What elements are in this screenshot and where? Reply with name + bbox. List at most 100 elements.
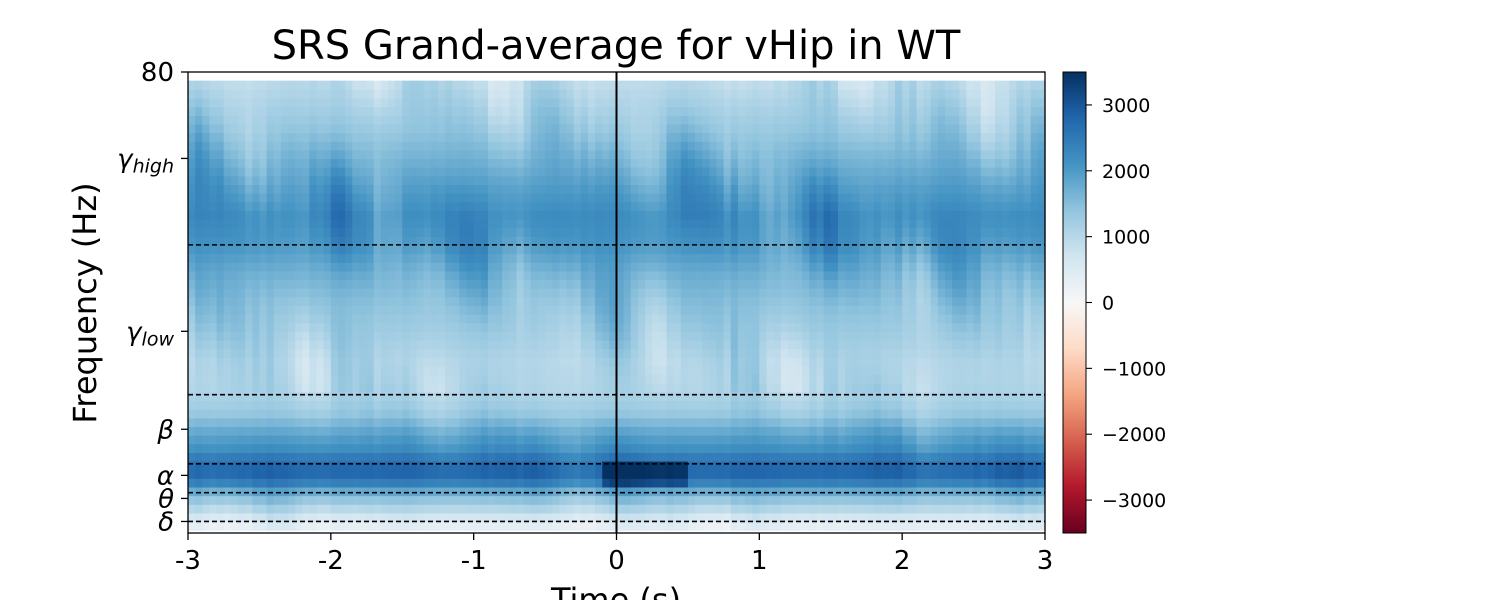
heatmap-cell [809, 391, 818, 402]
heatmap-cell [345, 305, 353, 315]
heatmap-cell [902, 296, 910, 306]
heatmap-cell [745, 305, 753, 315]
heatmap-cell [230, 443, 239, 453]
heatmap-cell [502, 365, 510, 376]
heatmap-cell [930, 469, 939, 479]
heatmap-cell [852, 469, 860, 479]
heatmap-cell [645, 296, 653, 306]
heatmap-cell [1023, 435, 1032, 445]
heatmap-cell [880, 305, 889, 315]
heatmap-cell [295, 218, 303, 229]
heatmap-cell [452, 244, 460, 255]
heatmap-cell [273, 409, 282, 419]
heatmap-cell [323, 288, 332, 298]
heatmap-cell [559, 288, 568, 298]
heatmap-cell [516, 417, 525, 427]
heatmap-cell [637, 365, 646, 376]
heatmap-cell [830, 486, 839, 497]
heatmap-cell [766, 521, 775, 531]
heatmap-cell [580, 331, 589, 341]
heatmap-cell [566, 184, 575, 194]
heatmap-cell [416, 512, 425, 523]
heatmap-cell [652, 339, 660, 350]
heatmap-cell [216, 460, 225, 471]
heatmap-cell [859, 322, 868, 332]
heatmap-cell [480, 512, 489, 523]
heatmap-cell [702, 262, 710, 272]
heatmap-cell [887, 512, 896, 523]
heatmap-cell [666, 400, 675, 410]
heatmap-cell [230, 218, 239, 229]
heatmap-cell [266, 521, 275, 531]
heatmap-cell [895, 383, 903, 393]
heatmap-cell [545, 296, 553, 306]
heatmap-cell [545, 305, 553, 315]
heatmap-cell [366, 469, 375, 479]
heatmap-cell [373, 288, 382, 298]
heatmap-cell [795, 460, 803, 471]
heatmap-cell [430, 314, 439, 324]
heatmap-cell [723, 236, 732, 246]
heatmap-cell [430, 288, 439, 298]
heatmap-cell [295, 365, 303, 376]
heatmap-cell [409, 417, 418, 427]
heatmap-cell [730, 218, 739, 229]
heatmap-cell [1023, 322, 1032, 332]
heatmap-cell [802, 305, 810, 315]
heatmap-cell [523, 270, 532, 281]
heatmap-cell [402, 348, 410, 358]
heatmap-cell [545, 314, 553, 324]
heatmap-cell [852, 305, 860, 315]
heatmap-cell [295, 460, 303, 471]
heatmap-cell [530, 521, 539, 531]
heatmap-cell [259, 374, 268, 384]
heatmap-cell [980, 218, 989, 229]
heatmap-cell [602, 279, 610, 289]
heatmap-cell [959, 193, 968, 203]
heatmap-cell [937, 262, 946, 272]
heatmap-cell [616, 504, 625, 514]
heatmap-cell [645, 218, 653, 229]
heatmap-cell [573, 435, 582, 445]
heatmap-cell [516, 288, 525, 298]
heatmap-cell [1037, 296, 1046, 306]
heatmap-cell [530, 417, 539, 427]
heatmap-cell [380, 244, 389, 255]
heatmap-cell [930, 435, 939, 445]
heatmap-cell [523, 201, 532, 211]
heatmap-cell [809, 435, 818, 445]
heatmap-cell [223, 262, 232, 272]
heatmap-cell [659, 167, 668, 177]
heatmap-cell [1002, 357, 1010, 367]
heatmap-cell [602, 504, 610, 514]
heatmap-cell [795, 348, 803, 358]
heatmap-cell [209, 288, 218, 298]
heatmap-cell [630, 512, 639, 523]
heatmap-cell [302, 504, 311, 514]
heatmap-cell [337, 443, 346, 453]
heatmap-cell [223, 296, 232, 306]
heatmap-cell [545, 391, 553, 402]
heatmap-cell [409, 218, 418, 229]
heatmap-cell [509, 452, 518, 462]
heatmap-cell [859, 391, 868, 402]
heatmap-cell [702, 435, 710, 445]
heatmap-cell [352, 193, 360, 203]
heatmap-cell [730, 452, 739, 462]
heatmap-cell [595, 218, 603, 229]
heatmap-cell [923, 452, 932, 462]
heatmap-cell [573, 469, 582, 479]
heatmap-cell [595, 270, 603, 281]
heatmap-cell [459, 409, 468, 419]
heatmap-cell [737, 296, 746, 306]
heatmap-cell [830, 279, 839, 289]
heatmap-cell [188, 314, 196, 324]
heatmap-cell [259, 244, 268, 255]
heatmap-cell [352, 218, 360, 229]
heatmap-cell [909, 391, 918, 402]
heatmap-cell [773, 331, 782, 341]
heatmap-cell [780, 460, 789, 471]
heatmap-cell [387, 417, 396, 427]
heatmap-cell [366, 374, 375, 384]
heatmap-cell [216, 521, 225, 531]
